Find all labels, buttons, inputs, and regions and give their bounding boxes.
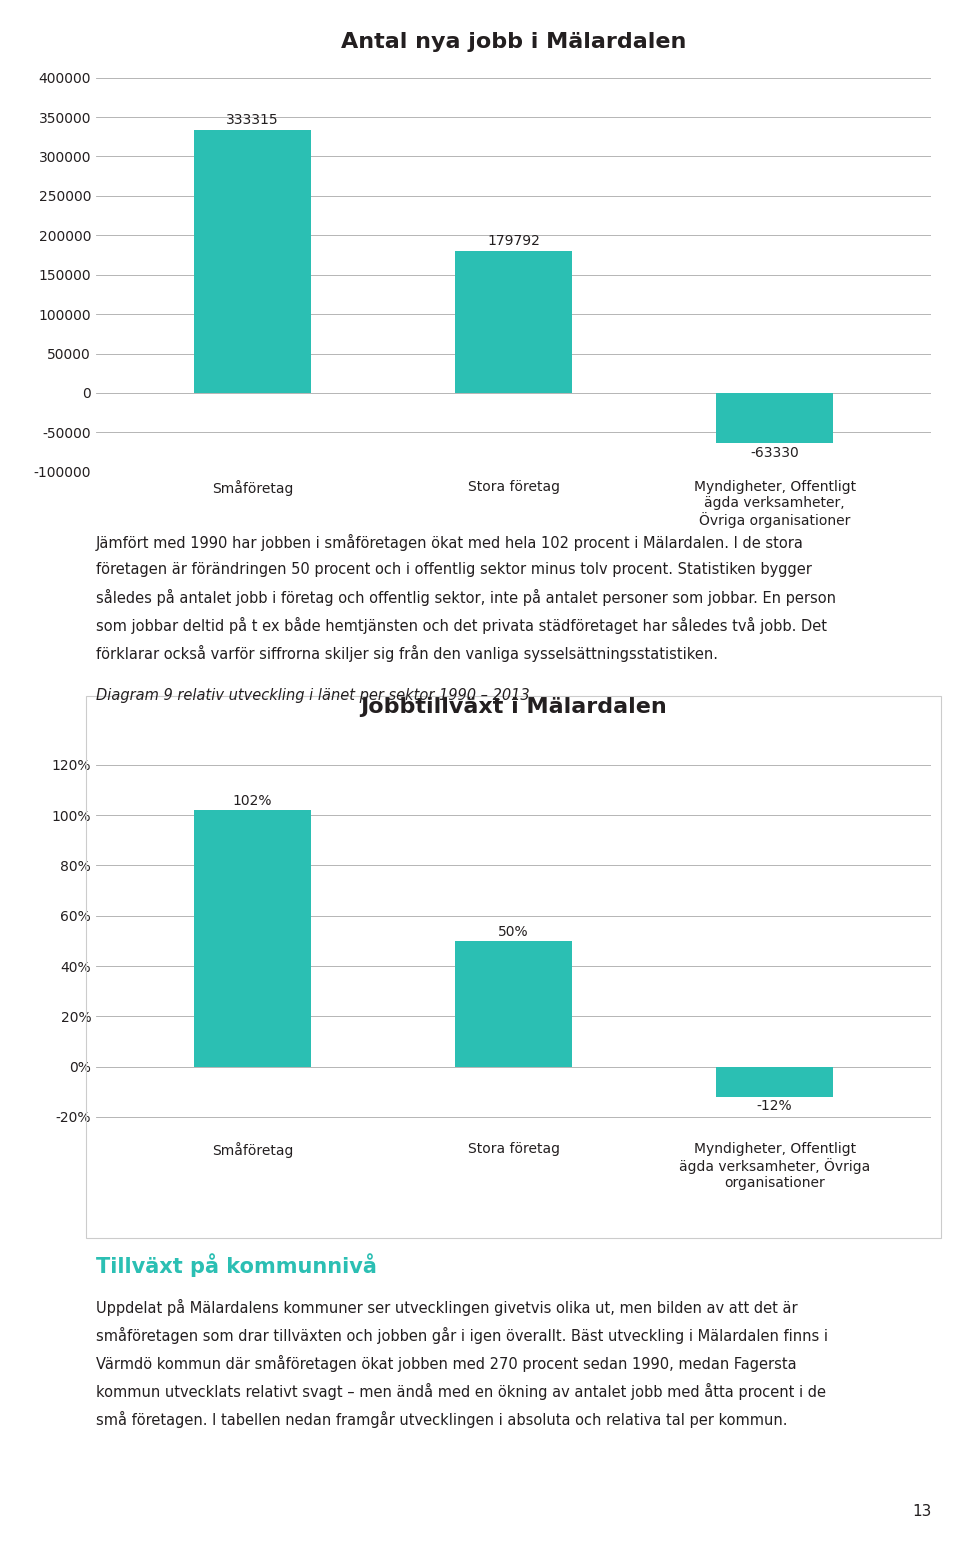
Title: Antal nya jobb i Mälardalen: Antal nya jobb i Mälardalen [341,32,686,53]
Text: 179792: 179792 [487,234,540,248]
Text: Uppdelat på Mälardalens kommuner ser utvecklingen givetvis olika ut, men bilden : Uppdelat på Mälardalens kommuner ser utv… [96,1299,798,1316]
Text: Myndigheter, Offentligt
ägda verksamheter, Övriga
organisationer: Myndigheter, Offentligt ägda verksamhete… [679,1142,870,1191]
Text: som jobbar deltid på t ex både hemtjänsten och det privata städföretaget har sål: som jobbar deltid på t ex både hemtjänst… [96,617,827,634]
Text: Stora företag: Stora företag [468,1142,560,1156]
Text: 13: 13 [912,1504,931,1519]
Text: företagen är förändringen 50 procent och i offentlig sektor minus tolv procent. : företagen är förändringen 50 procent och… [96,562,812,577]
Text: 50%: 50% [498,925,529,939]
Text: Småföretag: Småföretag [212,480,294,495]
Bar [455,251,572,393]
Title: Jobbtillväxt i Mälardalen: Jobbtillväxt i Mälardalen [360,698,667,718]
Text: Myndigheter, Offentligt
ägda verksamheter,
Övriga organisationer: Myndigheter, Offentligt ägda verksamhete… [693,480,855,529]
Text: Diagram 9 relativ utveckling i länet per sektor 1990 – 2013: Diagram 9 relativ utveckling i länet per… [96,688,530,704]
Bar [455,941,572,1066]
Text: 102%: 102% [233,794,273,808]
Text: små företagen. I tabellen nedan framgår utvecklingen i absoluta och relativa tal: små företagen. I tabellen nedan framgår … [96,1411,787,1428]
Bar [716,1066,833,1097]
Text: Tillväxt på kommunnivå: Tillväxt på kommunnivå [96,1253,377,1276]
Text: Stora företag: Stora företag [468,480,560,493]
Text: Småföretag: Småföretag [212,1142,294,1157]
Text: Värmdö kommun där småföretagen ökat jobben med 270 procent sedan 1990, medan Fag: Värmdö kommun där småföretagen ökat jobb… [96,1355,797,1372]
Text: förklarar också varför siffrorna skiljer sig från den vanliga sysselsättningssta: förklarar också varför siffrorna skiljer… [96,645,718,662]
Bar [194,811,311,1066]
Text: -12%: -12% [756,1098,792,1112]
Text: kommun utvecklats relativt svagt – men ändå med en ökning av antalet jobb med åt: kommun utvecklats relativt svagt – men ä… [96,1383,826,1400]
Text: 333315: 333315 [227,113,279,127]
Bar [716,393,833,442]
Text: småföretagen som drar tillväxten och jobben går i igen överallt. Bäst utveckling: småföretagen som drar tillväxten och job… [96,1327,828,1344]
Bar [194,130,311,393]
Text: således på antalet jobb i företag och offentlig sektor, inte på antalet personer: således på antalet jobb i företag och of… [96,589,836,606]
Text: -63330: -63330 [750,446,799,459]
Text: Jämfört med 1990 har jobben i småföretagen ökat med hela 102 procent i Mälardale: Jämfört med 1990 har jobben i småföretag… [96,534,804,551]
